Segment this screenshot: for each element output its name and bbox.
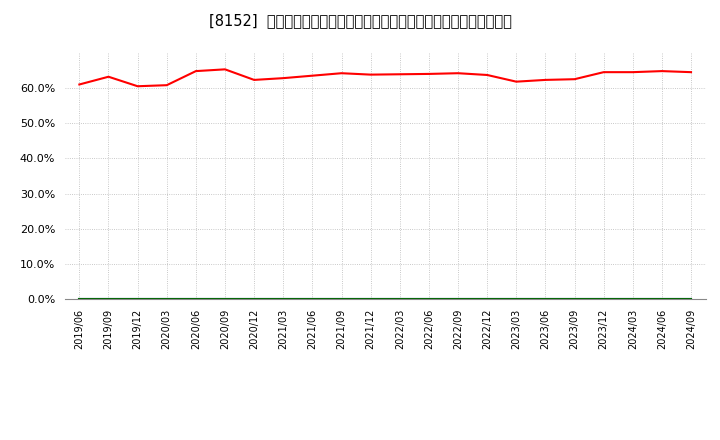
自己資本 [425,71,433,77]
繰延税金資産 [599,297,608,302]
自己資本 [483,72,492,77]
自己資本 [599,70,608,75]
自己資本 [512,79,521,84]
繰延税金資産 [366,297,375,302]
繰延税金資産 [657,297,666,302]
Line: 自己資本: 自己資本 [79,70,691,86]
のれん [220,297,229,302]
繰延税金資産 [220,297,229,302]
のれん [570,297,579,302]
自己資本 [366,72,375,77]
Legend: 自己資本, のれん, 繰延税金資産: 自己資本, のれん, 繰延税金資産 [251,433,521,440]
のれん [454,297,462,302]
繰延税金資産 [308,297,317,302]
自己資本 [163,83,171,88]
自己資本 [250,77,258,83]
繰延税金資産 [570,297,579,302]
自己資本 [308,73,317,78]
自己資本 [629,70,637,75]
自己資本 [133,84,142,89]
繰延税金資産 [483,297,492,302]
繰延税金資産 [512,297,521,302]
のれん [512,297,521,302]
繰延税金資産 [279,297,287,302]
のれん [250,297,258,302]
繰延税金資産 [454,297,462,302]
自己資本 [541,77,550,83]
繰延税金資産 [104,297,113,302]
繰延税金資産 [133,297,142,302]
自己資本 [220,67,229,72]
自己資本 [337,70,346,76]
自己資本 [104,74,113,79]
繰延税金資産 [75,297,84,302]
自己資本 [192,69,200,74]
繰延税金資産 [395,297,404,302]
のれん [308,297,317,302]
繰延税金資産 [629,297,637,302]
繰延税金資産 [541,297,550,302]
自己資本 [454,70,462,76]
自己資本 [570,77,579,82]
繰延税金資産 [337,297,346,302]
のれん [337,297,346,302]
のれん [541,297,550,302]
のれん [163,297,171,302]
繰延税金資産 [250,297,258,302]
自己資本 [75,82,84,87]
のれん [395,297,404,302]
のれん [279,297,287,302]
繰延税金資産 [687,297,696,302]
のれん [104,297,113,302]
のれん [599,297,608,302]
自己資本 [279,76,287,81]
のれん [366,297,375,302]
のれん [133,297,142,302]
のれん [483,297,492,302]
のれん [75,297,84,302]
自己資本 [395,72,404,77]
繰延税金資産 [425,297,433,302]
自己資本 [657,69,666,74]
繰延税金資産 [192,297,200,302]
のれん [687,297,696,302]
自己資本 [687,70,696,75]
Text: [8152]  自己資本、のれん、繰延税金資産の総資産に対する比率の推移: [8152] 自己資本、のれん、繰延税金資産の総資産に対する比率の推移 [209,13,511,28]
のれん [629,297,637,302]
繰延税金資産 [163,297,171,302]
のれん [192,297,200,302]
のれん [425,297,433,302]
のれん [657,297,666,302]
